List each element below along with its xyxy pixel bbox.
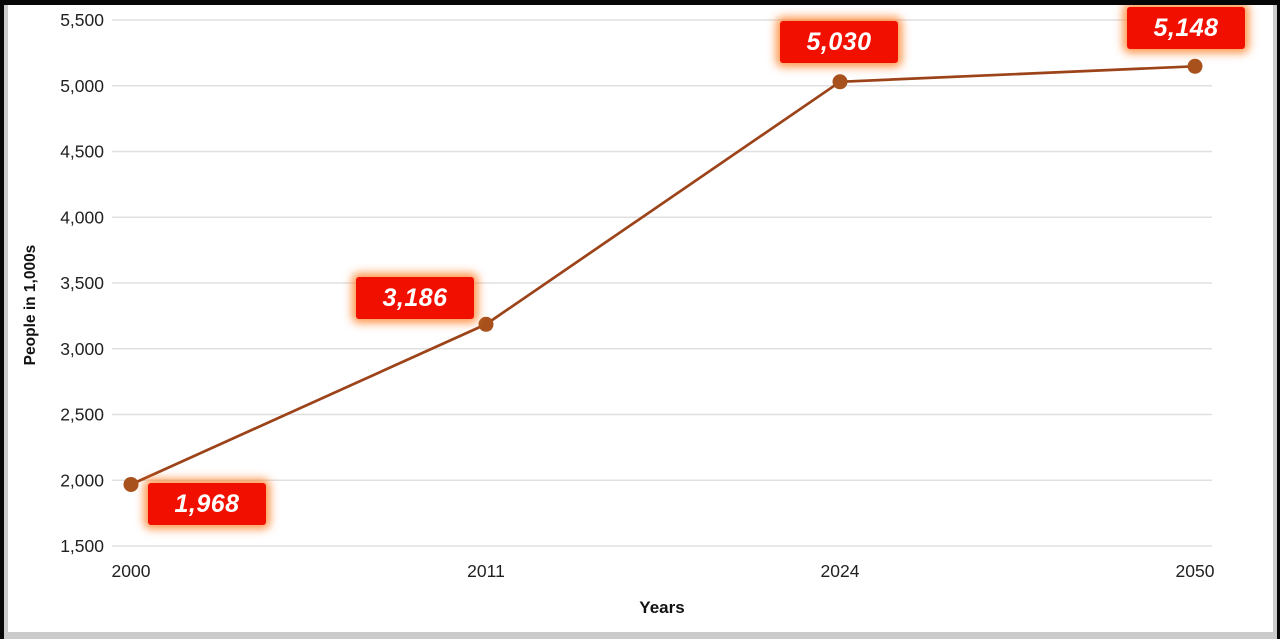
x-tick-label: 2011 — [467, 561, 505, 581]
data-point-marker — [478, 316, 494, 332]
y-tick-label: 3,500 — [60, 273, 104, 293]
x-tick-label: 2024 — [821, 561, 860, 581]
y-tick-label: 2,000 — [60, 470, 104, 490]
y-tick-label: 3,000 — [60, 339, 104, 359]
chart-stage: 5,500 5,000 4,500 4,000 3,500 3,000 2,500 2,000… — [8, 5, 1273, 632]
y-tick-label: 1,500 — [60, 536, 104, 556]
y-tick-label: 5,000 — [60, 76, 104, 96]
line-chart: 5,500 5,000 4,500 4,000 3,500 3,000 2,500 2,000… — [60, 10, 1215, 581]
x-tick-label: 2050 — [1176, 561, 1215, 581]
x-tick-label: 2000 — [112, 561, 151, 581]
x-axis-title: Years — [639, 598, 685, 617]
chart-window: 5,500 5,000 4,500 4,000 3,500 3,000 2,500 2,000… — [4, 5, 1277, 639]
data-point-marker — [832, 74, 848, 90]
data-point-label: 1,968 — [148, 483, 266, 525]
data-point-label: 5,148 — [1127, 7, 1245, 49]
data-point-marker — [1187, 58, 1203, 74]
data-point-marker — [123, 476, 139, 492]
data-point-label: 3,186 — [356, 277, 474, 319]
y-tick-label: 4,500 — [60, 142, 104, 162]
y-tick-label: 4,000 — [60, 207, 104, 227]
y-axis-title: People in 1,000s — [22, 244, 39, 366]
trend-line — [130, 64, 1196, 486]
y-tick-label: 2,500 — [60, 405, 104, 425]
data-point-label: 5,030 — [780, 21, 898, 63]
y-tick-label: 5,500 — [60, 10, 104, 30]
